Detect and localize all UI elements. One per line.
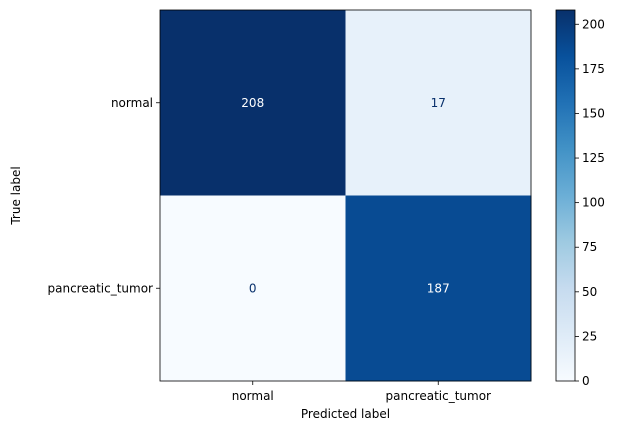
matrix-cell-0-0 — [160, 10, 346, 196]
colorbar-tick-label-7: 175 — [582, 62, 605, 76]
x-tick-label-0: normal — [232, 389, 274, 403]
y-axis-ticks: normal pancreatic_tumor — [48, 96, 160, 295]
matrix-cell-value-1-0: 0 — [249, 281, 257, 295]
matrix-cell-value-0-1: 17 — [431, 96, 446, 110]
matrix-cell-value-1-1: 187 — [427, 281, 450, 295]
y-tick-label-1: pancreatic_tumor — [48, 281, 154, 295]
colorbar-tick-label-0: 0 — [582, 374, 590, 388]
colorbar-ticks: 0 25 50 75 100 125 150 175 200 — [575, 17, 605, 388]
x-axis-title: Predicted label — [301, 407, 390, 421]
colorbar-tick-label-1: 25 — [582, 329, 597, 343]
x-tick-label-1: pancreatic_tumor — [386, 389, 492, 403]
matrix-cells — [160, 10, 532, 382]
colorbar-tick-label-2: 50 — [582, 285, 597, 299]
y-axis-title: True label — [9, 166, 23, 225]
x-axis-ticks: normal pancreatic_tumor — [232, 381, 491, 403]
matrix-cell-1-0 — [160, 195, 346, 382]
matrix-cell-value-0-0: 208 — [241, 96, 264, 110]
matrix-cell-1-1 — [345, 195, 532, 382]
y-tick-label-0: normal — [111, 96, 153, 110]
colorbar-tick-label-8: 200 — [582, 17, 605, 31]
colorbar — [555, 9, 576, 382]
colorbar-tick-label-6: 150 — [582, 106, 605, 120]
matrix-cell-0-1 — [345, 10, 532, 196]
colorbar-tick-label-4: 100 — [582, 196, 605, 210]
matrix-cell-labels: 208 17 0 187 — [241, 96, 449, 296]
colorbar-tick-label-5: 125 — [582, 151, 605, 165]
colorbar-tick-label-3: 75 — [582, 240, 597, 254]
plot-frame — [159, 9, 532, 382]
